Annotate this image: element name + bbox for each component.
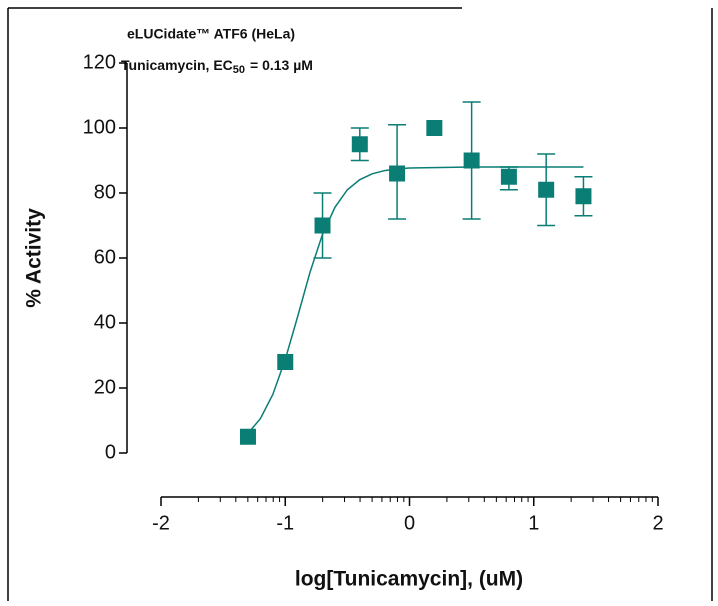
data-point — [463, 152, 480, 169]
x-tick-label: -2 — [152, 512, 170, 534]
chart-subtitle: Tunicamycin, EC50 = 0.13 µM — [121, 57, 313, 76]
x-tick-label: 0 — [404, 512, 415, 534]
y-tick-label: 40 — [94, 311, 116, 333]
data-point — [239, 428, 256, 445]
y-tick-label: 80 — [94, 181, 116, 203]
x-axis-title: log[Tunicamycin], (uM) — [295, 568, 523, 591]
data-point — [538, 181, 555, 198]
data-point — [575, 188, 592, 205]
y-tick-label: 60 — [94, 246, 116, 268]
y-axis-title: % Activity — [23, 208, 46, 308]
x-tick-label: -1 — [276, 512, 294, 534]
x-tick-label: 2 — [652, 512, 663, 534]
x-tick-label: 1 — [528, 512, 539, 534]
data-point — [314, 217, 331, 234]
subtitle-prefix: Tunicamycin, EC — [121, 57, 233, 73]
y-tick-label: 120 — [83, 51, 116, 73]
fit-curve — [247, 166, 584, 434]
y-tick-label: 20 — [94, 376, 116, 398]
data-point — [277, 354, 294, 370]
data-point — [389, 165, 406, 182]
y-tick-label: 100 — [83, 116, 116, 138]
chart-title: eLUCidate™ ATF6 (HeLa) — [127, 26, 295, 42]
subtitle-subscript: 50 — [233, 64, 245, 76]
data-point — [426, 120, 443, 136]
subtitle-suffix: = 0.13 µM — [250, 57, 313, 73]
data-point — [500, 168, 517, 185]
data-point — [351, 136, 368, 153]
y-tick-label: 0 — [105, 441, 116, 463]
